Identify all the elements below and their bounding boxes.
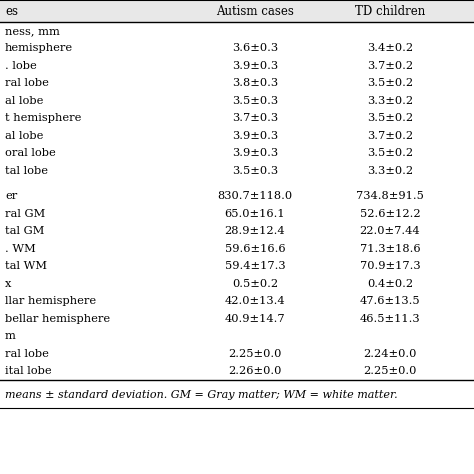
Text: 3.7±0.3: 3.7±0.3 (232, 113, 278, 123)
Text: 2.24±0.0: 2.24±0.0 (363, 349, 417, 359)
Text: 40.9±14.7: 40.9±14.7 (225, 314, 285, 324)
Text: x: x (5, 279, 11, 289)
Text: 3.7±0.2: 3.7±0.2 (367, 131, 413, 141)
Text: hemisphere: hemisphere (5, 43, 73, 53)
Text: 3.5±0.2: 3.5±0.2 (367, 113, 413, 123)
Text: al lobe: al lobe (5, 131, 44, 141)
Text: ral lobe: ral lobe (5, 349, 49, 359)
Text: 734.8±91.5: 734.8±91.5 (356, 191, 424, 201)
Text: . WM: . WM (5, 244, 36, 254)
Text: TD children: TD children (355, 4, 425, 18)
Text: es: es (5, 4, 18, 18)
Text: 2.26±0.0: 2.26±0.0 (228, 366, 282, 376)
Text: 71.3±18.6: 71.3±18.6 (360, 244, 420, 254)
Text: ness, mm: ness, mm (5, 26, 60, 36)
Text: ral lobe: ral lobe (5, 78, 49, 88)
Text: al lobe: al lobe (5, 96, 44, 106)
Text: tal lobe: tal lobe (5, 166, 48, 176)
Text: 47.6±13.5: 47.6±13.5 (360, 296, 420, 306)
Text: 0.5±0.2: 0.5±0.2 (232, 279, 278, 289)
Text: 2.25±0.0: 2.25±0.0 (363, 366, 417, 376)
Text: 3.3±0.2: 3.3±0.2 (367, 166, 413, 176)
Text: 70.9±17.3: 70.9±17.3 (360, 261, 420, 271)
Bar (0, 0, 474, 22)
Text: 59.4±17.3: 59.4±17.3 (225, 261, 285, 271)
Text: 3.9±0.3: 3.9±0.3 (232, 131, 278, 141)
Text: 65.0±16.1: 65.0±16.1 (225, 209, 285, 219)
Text: tal GM: tal GM (5, 226, 45, 236)
Text: tal WM: tal WM (5, 261, 47, 271)
Text: 52.6±12.2: 52.6±12.2 (360, 209, 420, 219)
Text: 3.9±0.3: 3.9±0.3 (232, 148, 278, 158)
Text: 3.5±0.3: 3.5±0.3 (232, 166, 278, 176)
Text: 3.9±0.3: 3.9±0.3 (232, 61, 278, 71)
Text: ral GM: ral GM (5, 209, 45, 219)
Text: ital lobe: ital lobe (5, 366, 52, 376)
Text: 3.7±0.2: 3.7±0.2 (367, 61, 413, 71)
Text: 42.0±13.4: 42.0±13.4 (225, 296, 285, 306)
Text: 59.6±16.6: 59.6±16.6 (225, 244, 285, 254)
Text: 3.6±0.3: 3.6±0.3 (232, 43, 278, 53)
Text: oral lobe: oral lobe (5, 148, 56, 158)
Text: er: er (5, 191, 17, 201)
Text: m: m (5, 331, 16, 341)
Text: 3.5±0.3: 3.5±0.3 (232, 96, 278, 106)
Text: llar hemisphere: llar hemisphere (5, 296, 96, 306)
Text: bellar hemisphere: bellar hemisphere (5, 314, 110, 324)
Text: 3.4±0.2: 3.4±0.2 (367, 43, 413, 53)
Text: 28.9±12.4: 28.9±12.4 (225, 226, 285, 236)
Text: 46.5±11.3: 46.5±11.3 (360, 314, 420, 324)
Text: 3.5±0.2: 3.5±0.2 (367, 148, 413, 158)
Text: 3.8±0.3: 3.8±0.3 (232, 78, 278, 88)
Text: 3.3±0.2: 3.3±0.2 (367, 96, 413, 106)
Text: Autism cases: Autism cases (216, 4, 294, 18)
Text: 22.0±7.44: 22.0±7.44 (360, 226, 420, 236)
Text: 2.25±0.0: 2.25±0.0 (228, 349, 282, 359)
Text: 3.5±0.2: 3.5±0.2 (367, 78, 413, 88)
Text: means ± standard deviation. GM = Gray matter; WM = white matter.: means ± standard deviation. GM = Gray ma… (5, 390, 398, 400)
Text: . lobe: . lobe (5, 61, 37, 71)
Text: t hemisphere: t hemisphere (5, 113, 82, 123)
Text: 830.7±118.0: 830.7±118.0 (218, 191, 292, 201)
Text: 0.4±0.2: 0.4±0.2 (367, 279, 413, 289)
